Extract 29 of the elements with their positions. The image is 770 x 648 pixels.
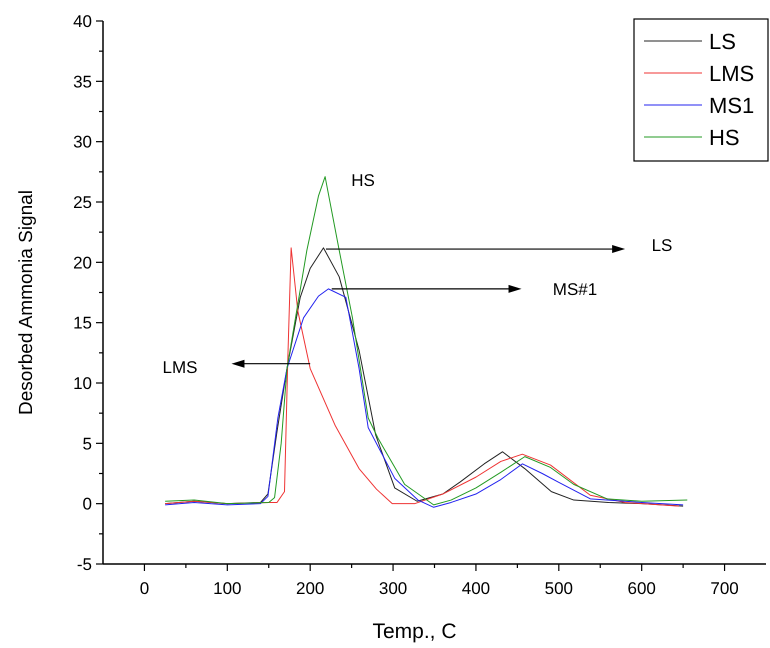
x-tick-label: 200 bbox=[296, 579, 324, 598]
y-tick-label: 25 bbox=[73, 193, 92, 212]
legend-label: LS bbox=[709, 29, 736, 54]
x-tick-label: 100 bbox=[213, 579, 242, 598]
y-axis-title: Desorbed Ammonia Signal bbox=[16, 190, 37, 415]
y-tick-label: 40 bbox=[73, 12, 92, 31]
x-tick-label: 500 bbox=[544, 579, 573, 598]
y-tick-label: 5 bbox=[82, 434, 92, 454]
line-series bbox=[164, 176, 688, 506]
annotation: HS bbox=[351, 171, 375, 190]
annotation: MS#1 bbox=[552, 280, 598, 299]
y-tick-label: 35 bbox=[73, 72, 92, 92]
legend-label: HS bbox=[709, 125, 740, 150]
x-tick-label: 300 bbox=[378, 579, 408, 598]
y-tick-label: 15 bbox=[73, 314, 92, 333]
x-tick-label: 700 bbox=[710, 579, 739, 598]
y-tick-label: 0 bbox=[82, 494, 92, 514]
y-tick-label: -5 bbox=[76, 555, 92, 574]
x-tick-label: 0 bbox=[140, 579, 150, 598]
y-tick-label: 30 bbox=[73, 132, 92, 152]
legend-label: LMS bbox=[709, 61, 754, 86]
x-tick-label: 600 bbox=[628, 579, 656, 598]
y-tick-label: 10 bbox=[73, 374, 92, 393]
x-tick-label: 400 bbox=[462, 579, 490, 598]
legend-label: MS1 bbox=[709, 93, 754, 118]
x-axis-title: Temp., C bbox=[372, 620, 457, 643]
y-tick-label: 20 bbox=[73, 253, 92, 272]
annotation: LS bbox=[652, 236, 672, 255]
annotation: LMS bbox=[162, 358, 198, 377]
